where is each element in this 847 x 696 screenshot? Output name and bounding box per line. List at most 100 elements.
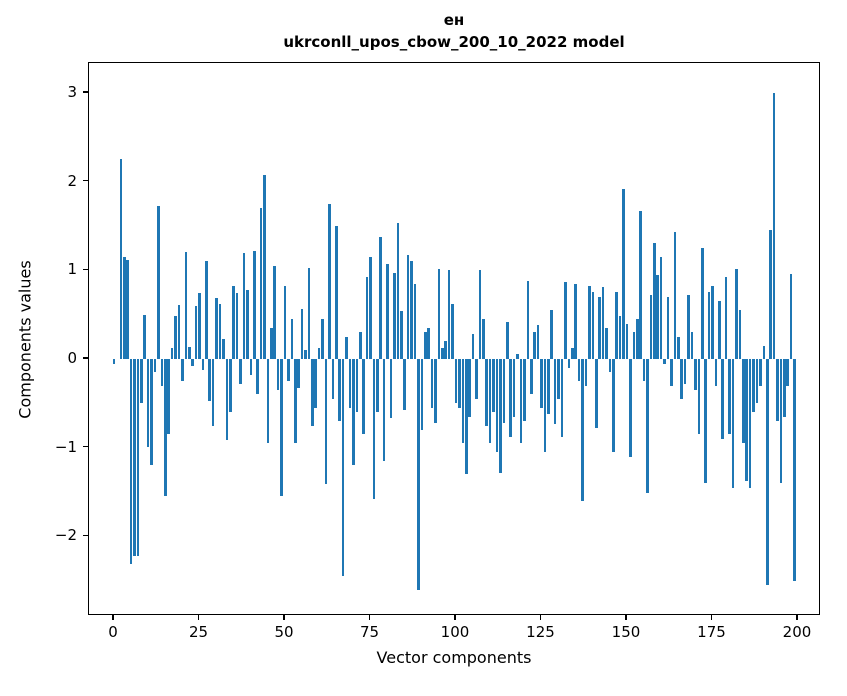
x-tick-label: 25 <box>188 623 209 641</box>
bar <box>338 359 341 422</box>
x-tick-mark <box>796 615 798 620</box>
bar <box>700 248 704 359</box>
bar <box>122 257 126 359</box>
bar <box>143 314 147 359</box>
bar <box>242 252 246 359</box>
bar <box>639 210 642 359</box>
chart-subtitle: ukrconll_upos_cbow_200_10_2022 model <box>283 33 625 51</box>
bar <box>536 325 540 359</box>
x-tick-mark <box>197 615 200 620</box>
bar <box>591 292 595 359</box>
bar <box>451 304 454 359</box>
x-tick-label: 125 <box>526 623 555 641</box>
bar <box>369 257 372 359</box>
bar <box>396 223 400 359</box>
bar <box>776 359 779 422</box>
y-tick-mark <box>83 268 88 270</box>
bar <box>543 359 547 453</box>
bar <box>612 359 615 453</box>
bar <box>252 250 256 359</box>
bar <box>632 332 636 359</box>
bar <box>533 332 536 359</box>
bar <box>239 359 242 384</box>
bar <box>690 332 694 359</box>
y-tick-mark <box>83 446 88 448</box>
bar <box>287 359 290 382</box>
bar <box>126 259 129 359</box>
bar <box>523 359 526 422</box>
bar <box>328 203 331 359</box>
bar <box>553 359 557 424</box>
bar <box>683 359 687 384</box>
x-tick-label: 175 <box>697 623 726 641</box>
bar <box>570 348 574 359</box>
bar <box>454 359 458 404</box>
bar <box>731 359 735 488</box>
bar <box>170 348 174 359</box>
bar <box>225 359 229 440</box>
bar <box>167 359 170 435</box>
bar <box>194 305 198 359</box>
bar <box>728 359 731 435</box>
bar <box>129 359 133 564</box>
bar <box>321 319 324 359</box>
bar <box>601 287 605 359</box>
bar <box>293 359 297 444</box>
bar <box>386 264 389 359</box>
bar <box>697 359 701 435</box>
x-tick-label: 0 <box>108 623 118 641</box>
bar <box>423 332 427 359</box>
y-tick-label: 3 <box>67 82 77 101</box>
bar <box>550 310 554 359</box>
x-tick-label: 200 <box>782 623 812 641</box>
bar <box>181 359 184 382</box>
bar <box>211 359 215 426</box>
bar <box>468 359 471 417</box>
x-tick-mark <box>112 615 114 620</box>
bar <box>280 359 283 497</box>
x-tick-label: 150 <box>611 623 641 641</box>
bar <box>629 359 632 457</box>
bar <box>215 297 218 359</box>
bar <box>495 359 499 453</box>
x-axis-label: Vector components <box>376 648 532 667</box>
bar <box>382 359 386 461</box>
bar <box>745 359 748 482</box>
bar <box>738 310 742 359</box>
bar <box>365 277 369 359</box>
bar <box>304 350 307 359</box>
bar <box>540 359 543 408</box>
bar <box>317 348 321 359</box>
x-tick-mark <box>625 615 627 620</box>
bar <box>345 336 348 359</box>
bar <box>478 270 482 359</box>
bar <box>270 327 273 359</box>
bar <box>567 359 571 368</box>
bar <box>266 359 270 444</box>
bar <box>564 281 567 359</box>
bar <box>191 359 194 367</box>
y-tick-label: 2 <box>67 171 77 190</box>
bar <box>625 323 629 359</box>
bar <box>437 268 441 359</box>
bar <box>263 174 266 359</box>
bar <box>492 359 495 413</box>
bar <box>653 242 656 359</box>
bar <box>656 274 660 359</box>
x-tick-mark <box>710 615 713 620</box>
x-tick-label: 75 <box>359 623 380 641</box>
bar <box>577 359 581 382</box>
bar <box>598 296 601 359</box>
bar <box>358 332 362 359</box>
bar <box>430 359 434 408</box>
bar <box>393 272 396 359</box>
y-tick-mark <box>83 179 88 182</box>
bar <box>663 359 666 365</box>
bar <box>475 359 478 399</box>
bar <box>783 359 786 417</box>
bar <box>526 280 530 359</box>
bar <box>458 359 461 408</box>
bar <box>721 359 725 439</box>
bar <box>769 230 772 359</box>
